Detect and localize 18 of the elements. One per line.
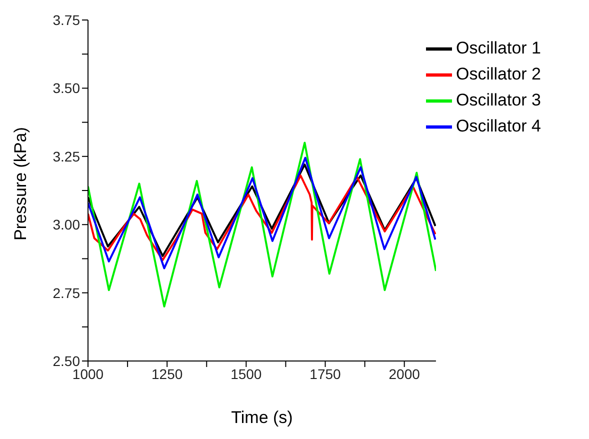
- legend-label: Oscillator 2: [456, 64, 541, 84]
- line-series: [88, 142, 436, 308]
- y-tick-label: 2.75: [52, 284, 80, 301]
- legend-label: Oscillator 3: [456, 90, 541, 110]
- y-tick-label: 3.50: [52, 80, 80, 96]
- y-tick-label: 3.00: [52, 216, 80, 233]
- x-tick-label: 1500: [230, 366, 262, 382]
- x-axis-title: Time (s): [231, 408, 293, 427]
- legend-label: Oscillator 4: [456, 116, 541, 136]
- line-series: [88, 174, 436, 262]
- x-tick-label: 2000: [388, 366, 420, 382]
- y-tick-label: 3.75: [52, 12, 80, 28]
- x-tick-label: 1250: [152, 366, 183, 382]
- y-axis-title: Pressure (kPa): [11, 127, 30, 240]
- legend-label: Oscillator 1: [456, 38, 541, 58]
- line-series: [88, 156, 436, 270]
- y-tick-label: 3.25: [52, 148, 80, 164]
- x-tick-label: 1750: [310, 366, 342, 382]
